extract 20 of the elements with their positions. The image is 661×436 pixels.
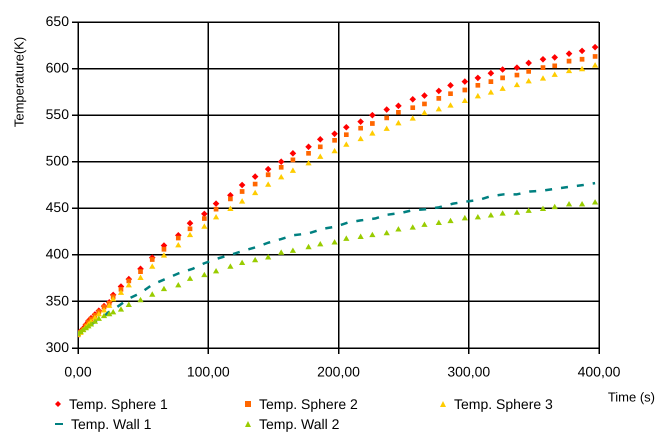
x-axis-title: Time (s): [608, 390, 655, 405]
legend-label: Temp. Sphere 3: [454, 396, 553, 412]
y-axis-title: Temperature(K): [12, 36, 27, 128]
y-tick-label: 300: [46, 338, 70, 355]
y-tick-label: 450: [46, 199, 70, 216]
legend-label: Temp. Wall 1: [71, 416, 152, 432]
y-tick-label: 600: [46, 59, 70, 76]
y-tick-label: 350: [46, 292, 70, 308]
legend-label: Temp. Sphere 1: [69, 396, 168, 412]
y-tick-label: 500: [46, 152, 70, 169]
x-tick-label: 400,00: [578, 363, 621, 380]
legend-label: Temp. Sphere 2: [259, 396, 358, 412]
x-tick-label: 0,00: [64, 363, 92, 380]
x-tick-label: 100,00: [186, 363, 230, 380]
x-tick-label: 200,00: [317, 363, 360, 380]
legend-label: Temp. Wall 2: [259, 416, 340, 432]
y-tick-label: 400: [46, 246, 70, 262]
y-tick-label: 650: [46, 12, 70, 29]
y-tick-label: 550: [46, 106, 70, 122]
x-tick-label: 300,00: [447, 363, 490, 380]
